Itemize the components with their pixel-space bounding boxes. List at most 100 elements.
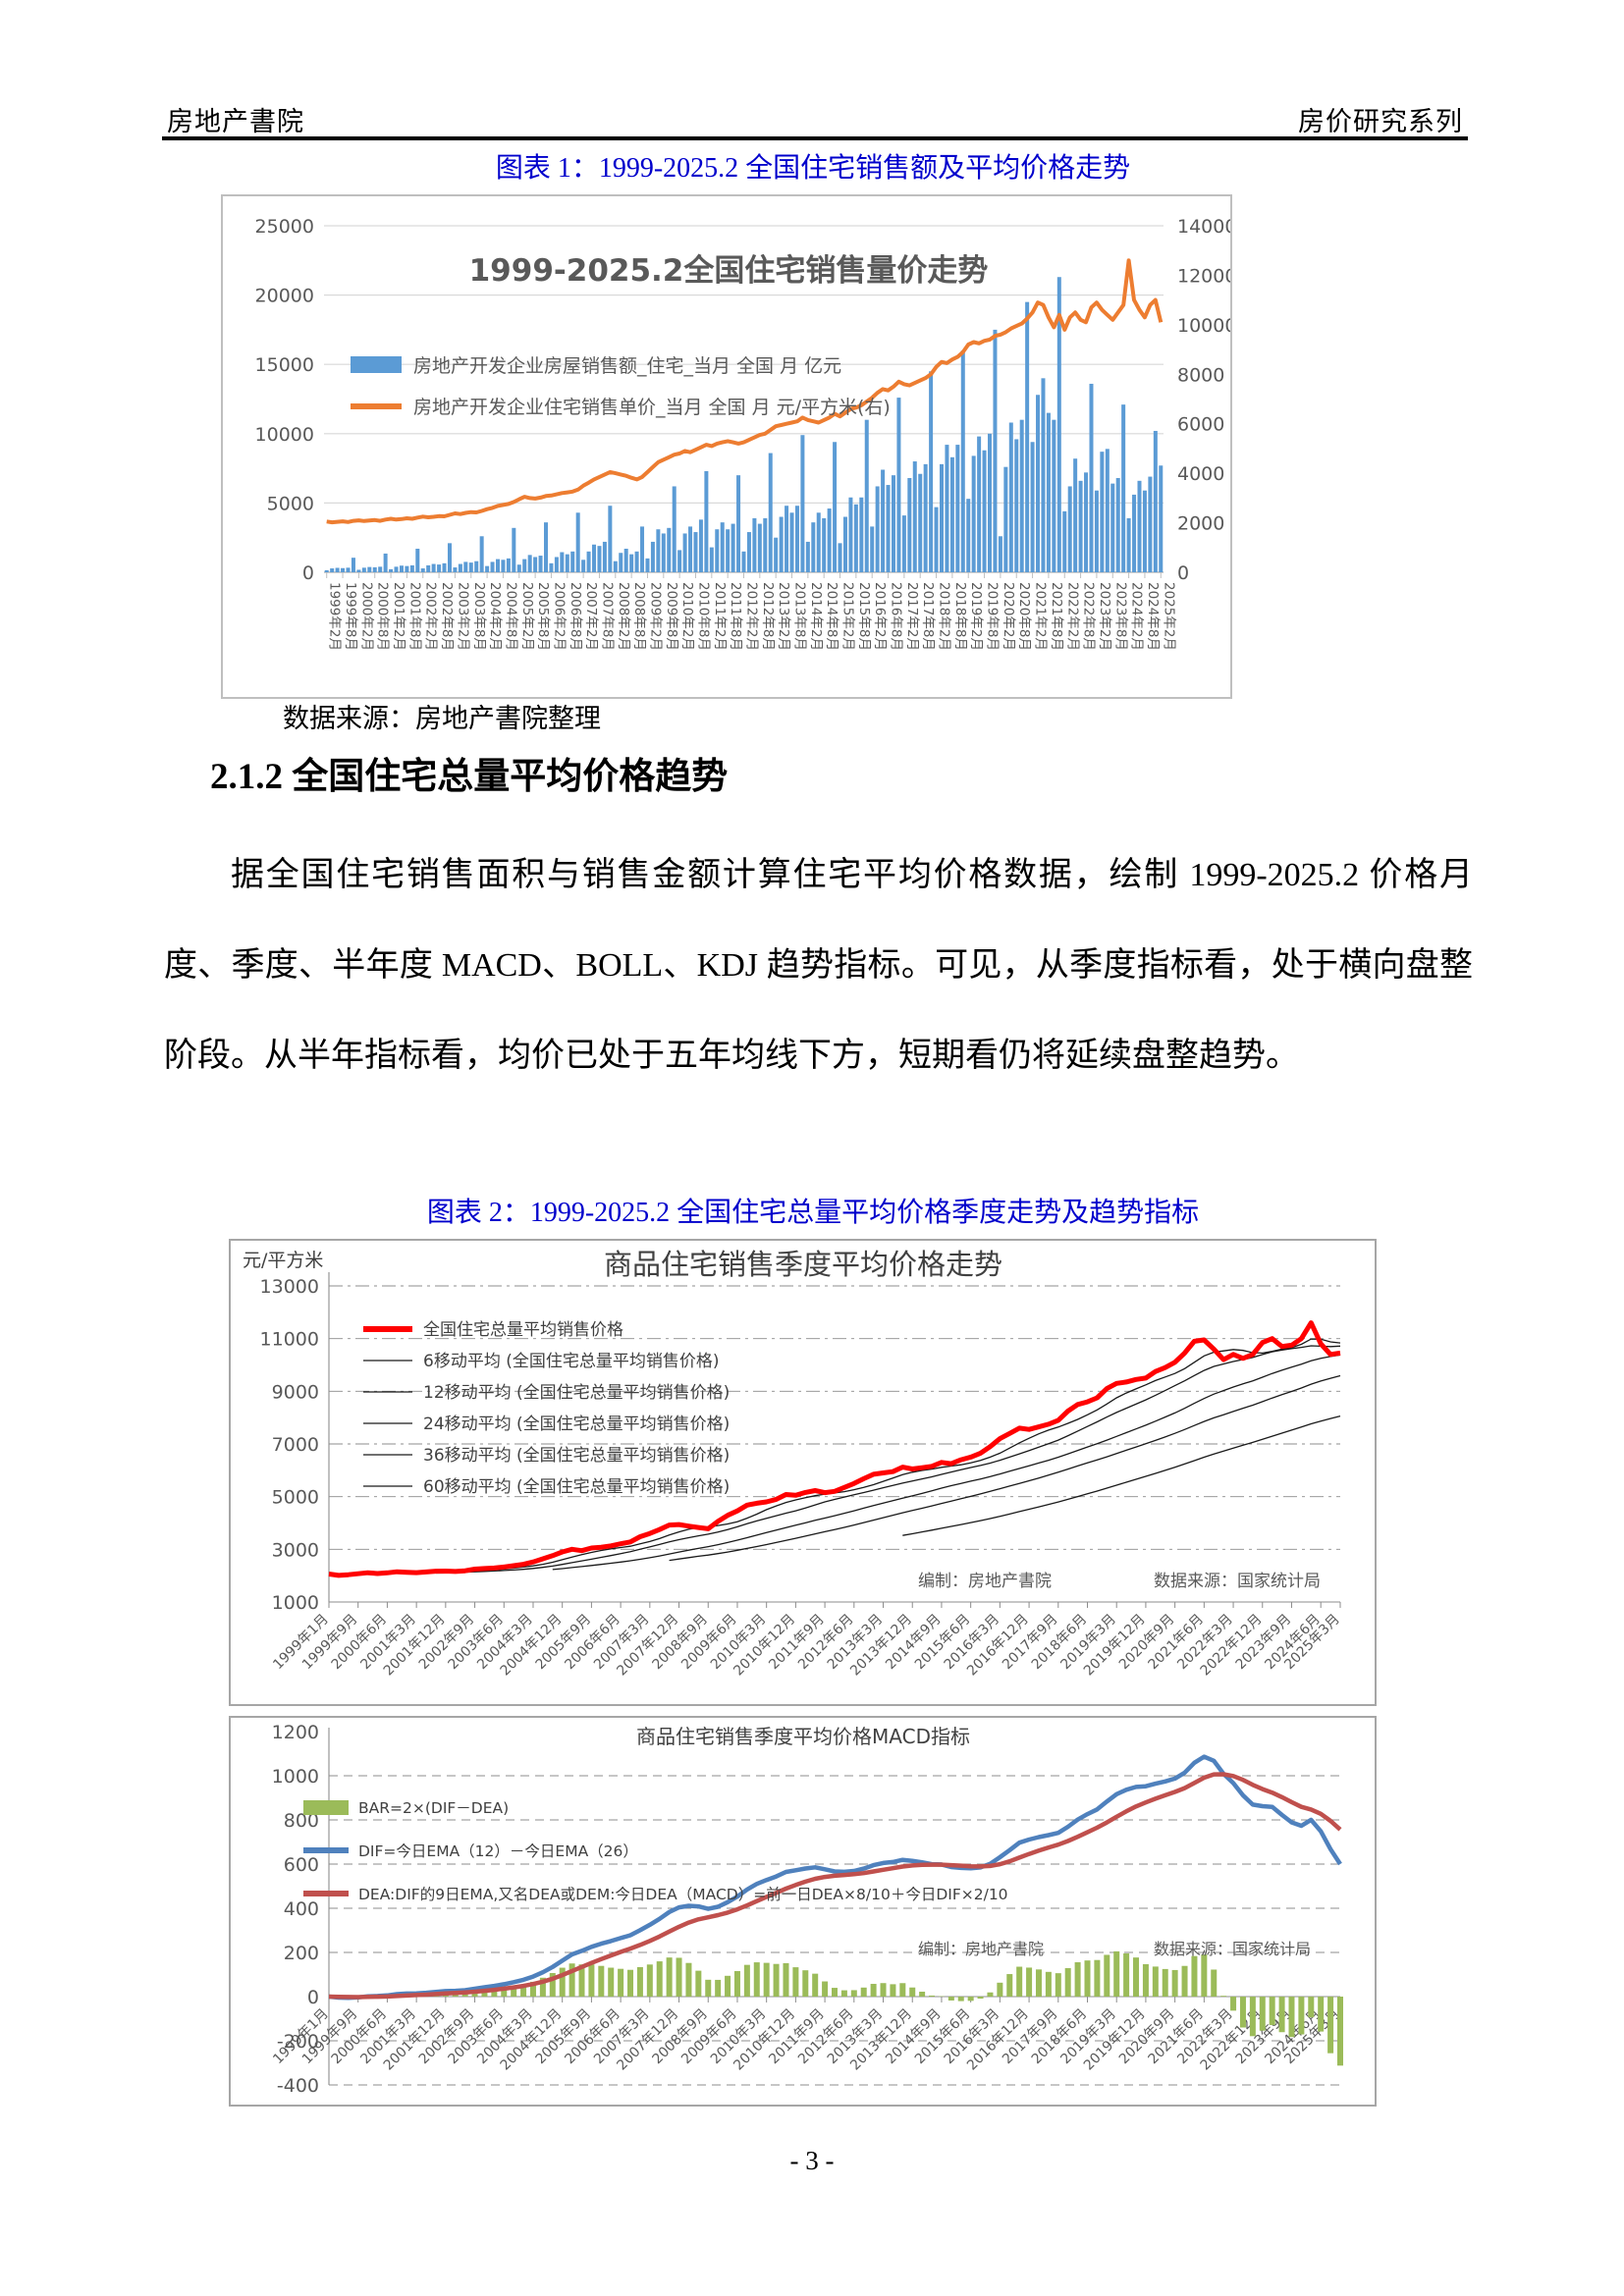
header-right: 房价研究系列 — [1298, 107, 1463, 136]
sales-amount-bar — [527, 555, 532, 572]
chart2-source: 数据来源：国家统计局 — [1154, 1572, 1321, 1591]
chart3-source: 数据来源：国家统计局 — [1154, 1940, 1311, 1958]
macd-bar — [890, 1984, 896, 1997]
macd-bar — [812, 1973, 819, 1997]
x-axis-tick-label: 2018年8月 — [952, 582, 968, 651]
sales-amount-bar — [1073, 458, 1078, 572]
sales-amount-bar — [752, 517, 757, 572]
sales-amount-bar — [565, 554, 569, 572]
macd-bar — [705, 1979, 712, 1997]
dea-line — [328, 1772, 1342, 2000]
sales-amount-bar — [805, 541, 810, 572]
x-axis-tick-label: 2008年2月 — [616, 582, 631, 651]
sales-amount-bar — [661, 533, 666, 572]
sales-amount-bar — [1100, 452, 1105, 572]
sales-amount-bar — [757, 523, 762, 572]
sales-amount-bar — [1142, 490, 1147, 572]
sales-amount-bar — [896, 398, 901, 572]
macd-bar — [520, 1984, 527, 1997]
sales-amount-bar — [677, 550, 682, 572]
sales-amount-bar — [650, 541, 655, 572]
sales-amount-bar — [560, 552, 565, 572]
x-axis-tick-label: 2000年2月 — [358, 582, 374, 651]
x-axis-tick-label: 2014年2月 — [808, 582, 824, 651]
moving-average-line-36 — [669, 1374, 1341, 1562]
sales-amount-bar — [409, 564, 414, 572]
sales-amount-bar — [506, 558, 511, 572]
macd-bar — [1064, 1968, 1071, 1997]
y-axis-tick-label: -400 — [277, 2075, 319, 2097]
sales-amount-bar — [789, 512, 794, 572]
y-axis-tick-label: 400 — [284, 1898, 319, 1920]
sales-amount-bar — [586, 551, 591, 572]
macd-bar — [1152, 1966, 1159, 1997]
sales-amount-bar — [324, 569, 329, 572]
sales-amount-bar — [800, 435, 805, 572]
sales-amount-bar — [822, 517, 827, 572]
macd-bar — [1181, 1965, 1188, 1997]
sales-amount-bar — [1159, 465, 1164, 572]
y-axis-right-tick-label: 4000 — [1177, 463, 1224, 485]
sales-amount-bar — [619, 553, 623, 572]
macd-bar — [1211, 1969, 1218, 1997]
macd-bar — [1162, 1968, 1168, 1997]
sales-amount-bar — [656, 529, 661, 572]
macd-bar — [802, 1970, 809, 1997]
sales-amount-bar — [383, 553, 388, 572]
sales-amount-bar — [431, 563, 436, 572]
macd-bar — [598, 1965, 605, 1997]
macd-bar — [588, 1964, 595, 1997]
sales-amount-bar — [929, 371, 934, 572]
sales-amount-bar — [1094, 490, 1099, 572]
sales-amount-bar — [1025, 301, 1030, 572]
macd-bar — [743, 1964, 750, 1997]
sales-amount-bar — [698, 519, 703, 572]
sales-amount-bar — [495, 559, 500, 572]
sales-amount-bar — [794, 506, 799, 572]
sales-amount-bar — [341, 567, 346, 572]
x-axis-tick-label: 2015年2月 — [840, 582, 856, 651]
y-axis-left-tick-label: 5000 — [267, 493, 314, 514]
y-axis-right-tick-label: 6000 — [1177, 414, 1224, 436]
sales-amount-bar — [1110, 483, 1115, 572]
x-axis-tick-label: 2002年8月 — [439, 582, 455, 651]
macd-bar — [919, 1991, 926, 1997]
sales-amount-bar — [907, 477, 912, 572]
sales-amount-bar — [346, 567, 351, 572]
macd-bar — [1055, 1973, 1061, 1997]
sales-amount-bar — [955, 445, 960, 572]
sales-amount-bar — [453, 567, 458, 572]
macd-bar — [870, 1984, 877, 1997]
sales-amount-bar — [912, 461, 917, 572]
macd-bar — [578, 1964, 585, 1997]
sales-amount-bar — [1008, 422, 1013, 572]
macd-bar — [1026, 1967, 1033, 1997]
figure2-macd-chart-frame: 1200 1000 800 600 400 200 0 -200 -400 1999年1月 1999… — [229, 1716, 1377, 2107]
sales-amount-bar — [640, 526, 645, 572]
y-axis-tick-label: 3000 — [272, 1539, 319, 1561]
legend-bar-label: 房地产开发企业房屋销售额_住宅_当月 全国 月 亿元 — [413, 355, 841, 377]
x-axis-tick-label: 2013年8月 — [792, 582, 808, 651]
x-axis-tick-label: 1999年2月 — [327, 582, 343, 651]
y-axis-left-tick-label: 15000 — [255, 354, 314, 376]
sales-amount-bar — [811, 522, 816, 572]
macd-bar — [909, 1987, 916, 1997]
x-axis-tick-label: 2024年8月 — [1145, 582, 1161, 651]
sales-amount-bar — [945, 445, 949, 572]
y-axis-left-tick-label: 10000 — [255, 424, 314, 446]
macd-bar — [733, 1971, 740, 1997]
sales-amount-bar — [688, 526, 693, 572]
unit-price-line — [326, 258, 1164, 525]
y-axis-left-tick-label: 25000 — [255, 216, 314, 238]
macd-bar — [1318, 1997, 1325, 2032]
sales-amount-bar — [479, 536, 484, 572]
sales-amount-bar — [816, 512, 821, 572]
average-price-line — [328, 1320, 1341, 1578]
y-axis-tick-label: 5000 — [272, 1487, 319, 1509]
sales-amount-bar — [629, 554, 634, 572]
macd-bar — [725, 1975, 731, 1997]
chart1-title: 1999-2025.2全国住宅销售量价走势 — [469, 253, 989, 289]
sales-amount-bar — [645, 558, 650, 572]
macd-bar — [1220, 1996, 1227, 1997]
legend-bar-swatch — [351, 356, 402, 373]
